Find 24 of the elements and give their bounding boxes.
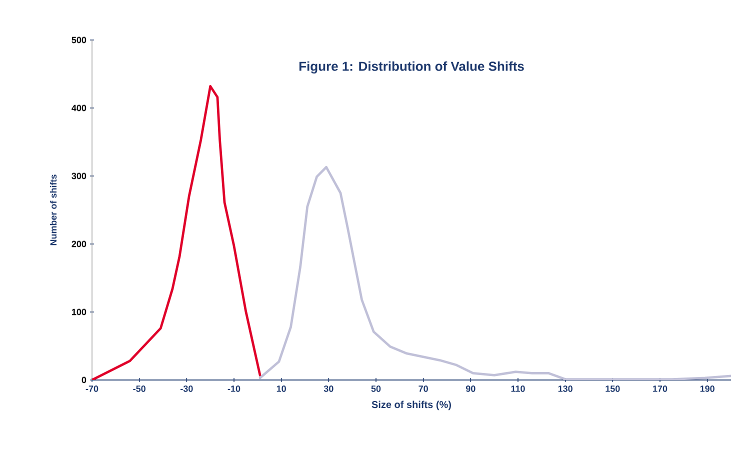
line-series bbox=[92, 85, 262, 380]
x-tick-label: 90 bbox=[466, 386, 476, 392]
y-tick-label: 300 bbox=[72, 172, 86, 180]
x-tick-label: 10 bbox=[276, 386, 286, 392]
x-tick-label: 30 bbox=[324, 386, 334, 392]
y-tick-label: 0 bbox=[82, 376, 86, 384]
x-tick-label: 150 bbox=[606, 386, 620, 392]
x-tick-label: 70 bbox=[418, 386, 428, 392]
x-tick-label: -70 bbox=[86, 386, 98, 392]
x-tick-label: -50 bbox=[133, 386, 146, 392]
y-axis-title: Number of shifts bbox=[50, 174, 57, 246]
x-tick-label: 170 bbox=[653, 386, 668, 392]
x-tick-label: 130 bbox=[558, 386, 572, 392]
y-tick-label: 500 bbox=[72, 36, 86, 44]
y-tick-label: 200 bbox=[72, 240, 86, 248]
x-tick-label: 50 bbox=[371, 386, 381, 392]
x-tick-label: 110 bbox=[511, 386, 525, 392]
x-tick-label: 190 bbox=[700, 386, 714, 392]
x-tick-label: -30 bbox=[180, 386, 193, 392]
text: Figure 1: Distribution of Value Shifts bbox=[299, 61, 524, 74]
x-tick-label: -10 bbox=[228, 386, 240, 392]
x-axis-title: Size of shifts (%) bbox=[372, 400, 451, 410]
y-tick-label: 400 bbox=[72, 104, 86, 112]
y-tick-label: 100 bbox=[72, 308, 86, 316]
